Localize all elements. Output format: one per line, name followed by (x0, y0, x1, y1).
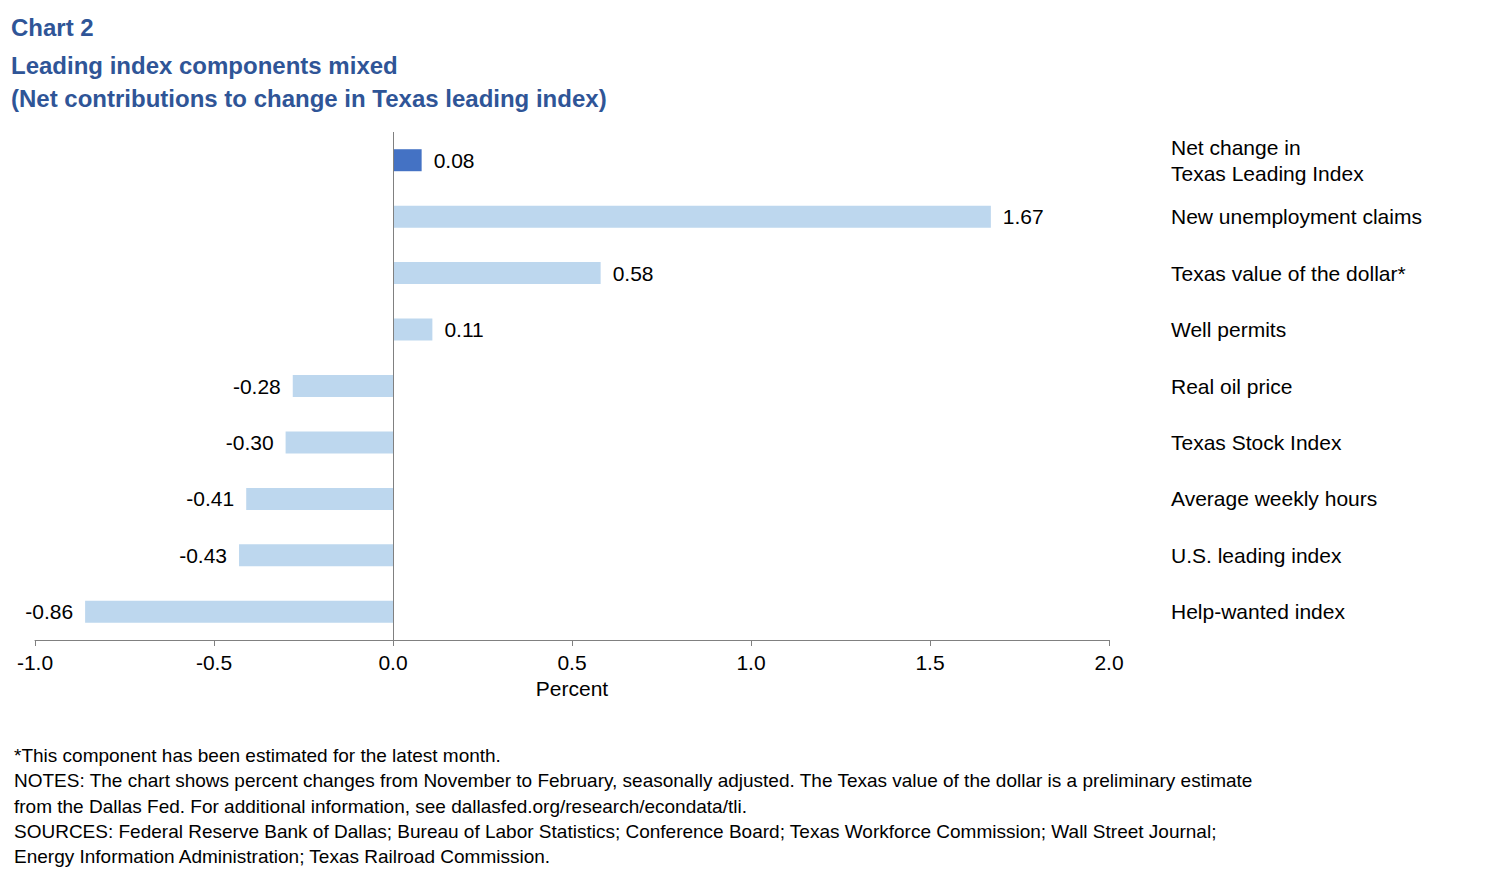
svg-text:-0.41: -0.41 (186, 487, 234, 510)
svg-text:Texas Stock Index: Texas Stock Index (1171, 431, 1342, 454)
svg-text:New unemployment claims: New unemployment claims (1171, 205, 1422, 228)
svg-text:Help-wanted index: Help-wanted index (1171, 600, 1345, 623)
svg-text:NOTES: The chart shows percent: NOTES: The chart shows percent changes f… (14, 770, 1252, 791)
svg-text:0.0: 0.0 (378, 651, 407, 674)
svg-text:Leading index components mixed: Leading index components mixed (11, 52, 398, 79)
svg-text:Real oil price: Real oil price (1171, 375, 1292, 398)
svg-text:-0.86: -0.86 (25, 600, 73, 623)
svg-text:-0.28: -0.28 (233, 375, 281, 398)
svg-text:Texas Leading Index: Texas Leading Index (1171, 162, 1364, 185)
svg-text:-0.43: -0.43 (179, 544, 227, 567)
svg-text:1.67: 1.67 (1003, 205, 1044, 228)
svg-text:from the Dallas Fed. For addit: from the Dallas Fed. For additional info… (14, 796, 747, 817)
svg-text:0.11: 0.11 (444, 318, 483, 341)
svg-text:Net change in: Net change in (1171, 136, 1301, 159)
svg-text:*This component has been estim: *This component has been estimated for t… (14, 745, 501, 766)
svg-text:Average weekly hours: Average weekly hours (1171, 487, 1377, 510)
svg-text:-0.30: -0.30 (226, 431, 274, 454)
svg-text:U.S. leading index: U.S. leading index (1171, 544, 1342, 567)
svg-text:1.5: 1.5 (915, 651, 944, 674)
svg-text:Chart 2: Chart 2 (11, 14, 94, 41)
svg-text:-0.5: -0.5 (196, 651, 232, 674)
svg-text:0.08: 0.08 (434, 149, 475, 172)
svg-text:2.0: 2.0 (1094, 651, 1123, 674)
svg-text:0.5: 0.5 (557, 651, 586, 674)
svg-text:0.58: 0.58 (613, 262, 654, 285)
svg-text:Texas value of the dollar*: Texas value of the dollar* (1171, 262, 1406, 285)
svg-text:(Net contributions to change i: (Net contributions to change in Texas le… (11, 85, 607, 112)
svg-text:Well permits: Well permits (1171, 318, 1286, 341)
svg-text:1.0: 1.0 (736, 651, 765, 674)
svg-text:Percent: Percent (536, 677, 609, 700)
svg-text:-1.0: -1.0 (17, 651, 53, 674)
svg-text:SOURCES: Federal Reserve Bank: SOURCES: Federal Reserve Bank of Dallas;… (14, 821, 1216, 842)
svg-text:Energy Information Administrat: Energy Information Administration; Texas… (14, 846, 550, 867)
